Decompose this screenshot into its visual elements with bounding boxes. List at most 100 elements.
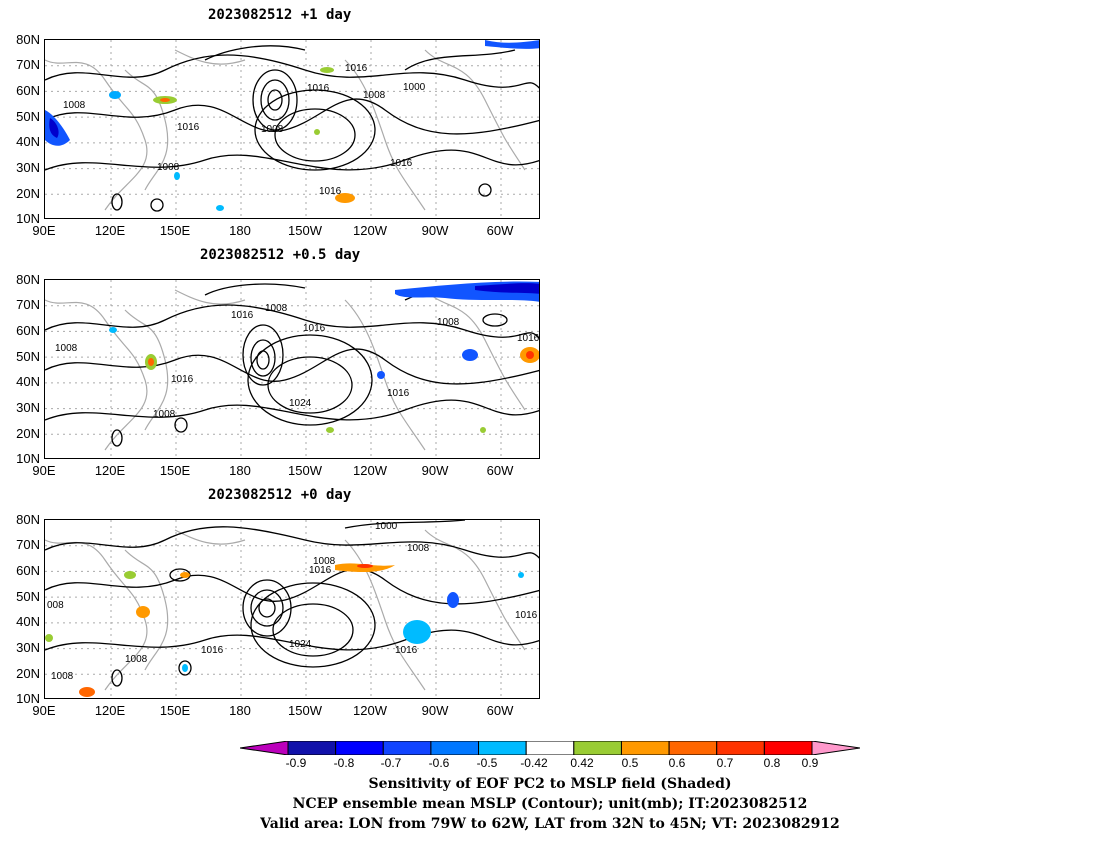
- lat-label: 40N: [16, 614, 40, 629]
- colorbar-label: 0.7: [716, 756, 734, 770]
- colorbar-label: -0.7: [380, 756, 402, 770]
- colorbar-label: -0.9: [285, 756, 307, 770]
- lat-label: 60N: [16, 323, 40, 338]
- lon-label: 120W: [353, 223, 387, 238]
- colorbar-box: [525, 741, 575, 755]
- contour-label: 1008: [437, 317, 460, 328]
- colorbar-label: -0.6: [428, 756, 450, 770]
- lat-label: 50N: [16, 589, 40, 604]
- contour-label: 1016: [395, 645, 418, 656]
- panel-title-1: 2023082512 +1 day: [208, 7, 352, 23]
- lon-label: 90E: [32, 463, 56, 478]
- contour-label: 1016: [345, 63, 368, 74]
- lat-label: 80N: [16, 512, 40, 527]
- contour-label: 1000: [403, 82, 426, 93]
- caption-line-2: NCEP ensemble mean MSLP (Contour); unit(…: [292, 796, 808, 812]
- lat-label: 40N: [16, 374, 40, 389]
- contour-label: 1008: [313, 556, 336, 567]
- panel-title-2: 2023082512 +0.5 day: [200, 247, 361, 263]
- contour-label: 1008: [157, 162, 180, 173]
- map-canvas-1: 1016 1016 1008 1000 1008 1016 1008 1008 …: [45, 40, 539, 218]
- colorbar-label: -0.5: [476, 756, 498, 770]
- lat-label: 20N: [16, 186, 40, 201]
- panel-title-3: 2023082512 +0 day: [208, 487, 352, 503]
- colorbar-box: [335, 741, 384, 755]
- lat-label: 80N: [16, 272, 40, 287]
- lon-label: 90W: [421, 703, 449, 718]
- lat-label: 70N: [16, 57, 40, 72]
- contour-label: 1000: [375, 521, 398, 532]
- lat-label: 30N: [16, 640, 40, 655]
- lat-label: 40N: [16, 134, 40, 149]
- contour-label: 1016: [303, 323, 326, 334]
- map-canvas-3: 1000 1008 1008 1016 008 1016 1024 1016 1…: [45, 520, 539, 698]
- lon-label: 150W: [288, 223, 322, 238]
- colorbar-box: [287, 741, 337, 755]
- lat-label: 10N: [16, 691, 40, 706]
- lat-label: 50N: [16, 109, 40, 124]
- lon-label: 150E: [159, 223, 191, 238]
- contour-label: 1008: [153, 409, 176, 420]
- lat-label: 60N: [16, 83, 40, 98]
- lon-label: 90W: [421, 463, 449, 478]
- caption-line-1: Sensitivity of EOF PC2 to MSLP field (Sh…: [368, 776, 732, 792]
- colorbar-label: 0.6: [668, 756, 686, 770]
- contour-label: 1008: [63, 100, 86, 111]
- lon-label: 60W: [486, 223, 514, 238]
- contour-label: 1016: [387, 388, 410, 399]
- contour-label: 1016: [309, 565, 332, 576]
- colorbar-box: [620, 741, 670, 755]
- lon-label: 150E: [159, 703, 191, 718]
- contour-label: 1008: [363, 90, 386, 101]
- colorbar-right-triangle: [811, 741, 860, 755]
- contour-label: 1008: [125, 654, 148, 665]
- lon-label: 120E: [94, 223, 126, 238]
- colorbar-label: 0.42: [570, 756, 594, 770]
- map-panel-1: 1016 1016 1008 1000 1008 1016 1008 1008 …: [44, 39, 540, 219]
- colorbar-label: 0.5: [621, 756, 639, 770]
- lon-label: 60W: [486, 463, 514, 478]
- contour-label: 1008: [55, 343, 78, 354]
- lat-label: 30N: [16, 160, 40, 175]
- lon-label: 90W: [421, 223, 449, 238]
- lon-label: 150W: [288, 463, 322, 478]
- lat-label: 70N: [16, 297, 40, 312]
- contour-label: 1016: [319, 186, 342, 197]
- contour-label: 1024: [289, 639, 312, 650]
- lon-label: 60W: [486, 703, 514, 718]
- lon-label: 90E: [32, 703, 56, 718]
- contour-label: 008: [47, 600, 64, 611]
- lon-label: 180: [229, 223, 251, 238]
- lat-label: 20N: [16, 426, 40, 441]
- map-panel-2: 1008 1016 1016 1008 1016 1008 1016 1024 …: [44, 279, 540, 459]
- caption-line-3: Valid area: LON from 79W to 62W, LAT fro…: [260, 816, 840, 832]
- lat-label: 30N: [16, 400, 40, 415]
- lon-label: 150E: [159, 463, 191, 478]
- contour-label: 1008: [265, 303, 288, 314]
- lat-label: 10N: [16, 451, 40, 466]
- contour-label: 1024: [289, 398, 312, 409]
- lon-label: 120E: [94, 463, 126, 478]
- contour-label: 1016: [307, 83, 330, 94]
- lat-label: 80N: [16, 32, 40, 47]
- lon-label: 120E: [94, 703, 126, 718]
- lat-label: 10N: [16, 211, 40, 226]
- colorbar-label: 0.9: [801, 756, 819, 770]
- colorbar-box: [573, 741, 622, 755]
- lon-label: 120W: [353, 463, 387, 478]
- contour-label: 1016: [390, 158, 413, 169]
- lat-label: 50N: [16, 349, 40, 364]
- contour-label: 1008: [51, 671, 74, 682]
- colorbar-box: [668, 741, 718, 755]
- colorbar-box: [382, 741, 432, 755]
- contour-label: 1008: [261, 124, 284, 135]
- contour-label: 1016: [201, 645, 224, 656]
- contour-label: 1016: [177, 122, 200, 133]
- colorbar-box: [478, 741, 527, 755]
- colorbar-box: [430, 741, 480, 755]
- lon-label: 150W: [288, 703, 322, 718]
- colorbar-left-triangle: [240, 741, 289, 755]
- colorbar-label: 0.8: [763, 756, 781, 770]
- colorbar-box: [763, 741, 813, 755]
- contour-label: 1016: [231, 310, 254, 321]
